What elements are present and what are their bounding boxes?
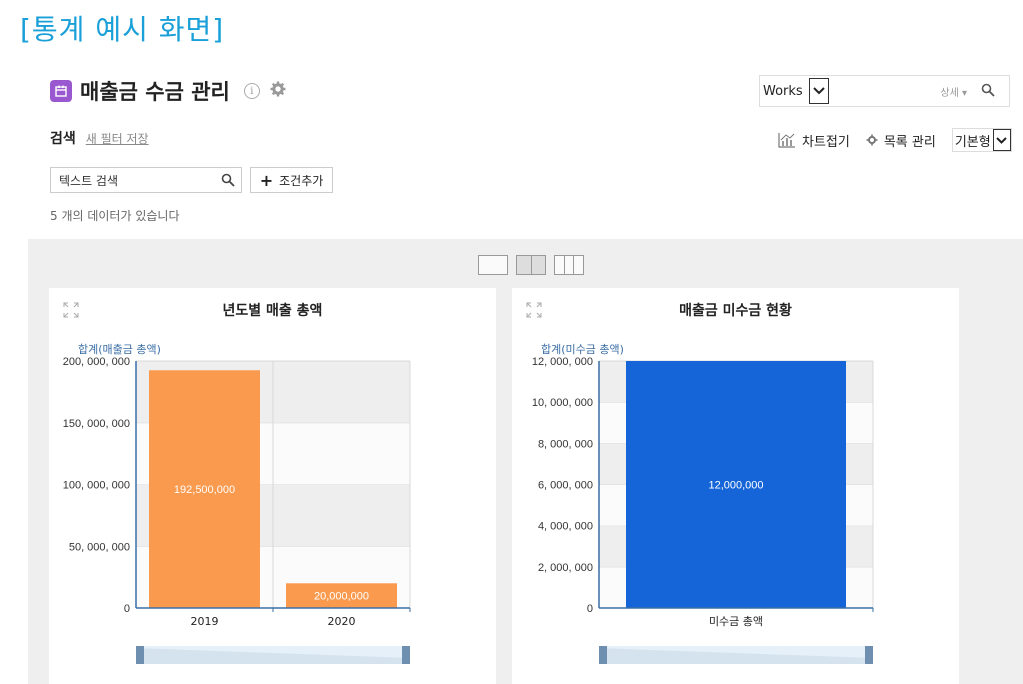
chart-collapse-label: 차트접기 xyxy=(802,134,850,150)
y-axis-label: 합계(매출금 총액) xyxy=(78,343,161,356)
chart-toolbar: 차트접기 목록 관리 기본형 xyxy=(778,128,1012,152)
bar[interactable] xyxy=(149,370,260,608)
bar[interactable] xyxy=(286,583,397,608)
calendar-icon xyxy=(50,80,72,102)
chart-card-yearly-sales: 년도별 매출 총액 0 50, 000, 000 100, 000, 000 150,… xyxy=(49,288,496,684)
add-condition-label: 조건추가 xyxy=(279,173,324,188)
chevron-down-icon[interactable] xyxy=(808,78,829,104)
expand-icon[interactable] xyxy=(526,302,542,318)
y-tick-label: 10, 000, 000 xyxy=(532,397,593,409)
search-header: 검색 새 필터 저장 xyxy=(50,128,149,148)
bar-chart-receivables: 0 2, 000, 000 4, 000, 000 6, 000, 000 8, 000… xyxy=(532,343,874,664)
zoom-preview xyxy=(136,648,410,664)
list-manage-label: 목록 관리 xyxy=(883,134,936,150)
layout-switcher xyxy=(478,255,584,275)
plus-icon: + xyxy=(259,170,274,190)
page-header: 매출금 수금 관리 i xyxy=(50,76,286,106)
gear-icon xyxy=(866,134,878,146)
search-icon[interactable] xyxy=(981,82,999,100)
chart-card-receivables: 매출금 미수금 현황 0 2, 000, 000 4, 000, 000 6, 000… xyxy=(512,288,959,684)
works-select-label: Works xyxy=(763,83,803,99)
view-mode-label: 기본형 xyxy=(954,134,991,150)
zoom-handle[interactable] xyxy=(136,646,144,664)
y-tick-label: 0 xyxy=(124,603,130,615)
bar-chart-yearly-sales: 0 50, 000, 000 100, 000, 000 150, 000, 000 2… xyxy=(63,343,411,664)
bar-value-label: 12,000,000 xyxy=(708,480,763,492)
x-tick-label: 미수금 총액 xyxy=(709,615,763,628)
layout-three-column-button[interactable] xyxy=(554,255,584,275)
y-tick-label: 8, 000, 000 xyxy=(538,438,593,450)
save-filter-link[interactable]: 새 필터 저장 xyxy=(85,132,149,146)
caption-text: [통계 예시 화면] xyxy=(20,13,225,46)
info-icon[interactable]: i xyxy=(243,83,260,99)
y-tick-label: 0 xyxy=(587,603,593,615)
result-count: 5 개의 데이터가 있습니다 xyxy=(50,209,180,223)
works-search-box: Works 상세 ▾ xyxy=(759,75,1010,107)
chart-icon xyxy=(778,133,795,148)
chevron-down-icon[interactable] xyxy=(992,129,1011,151)
bar[interactable] xyxy=(626,361,846,608)
y-tick-label: 6, 000, 000 xyxy=(538,480,593,492)
zoom-handle[interactable] xyxy=(599,646,607,664)
add-condition-button[interactable]: + 조건추가 xyxy=(250,167,333,193)
view-mode-select[interactable]: 기본형 xyxy=(951,128,1012,152)
y-tick-label: 4, 000, 000 xyxy=(538,521,593,533)
chart-title: 년도별 매출 총액 xyxy=(222,303,323,319)
text-search-placeholder: 텍스트 검색 xyxy=(59,173,119,188)
x-tick-label: 2019 xyxy=(191,615,219,628)
bar-value-label: 20,000,000 xyxy=(314,591,369,603)
y-tick-label: 200, 000, 000 xyxy=(63,356,130,368)
y-tick-label: 150, 000, 000 xyxy=(63,418,130,430)
zoom-handle[interactable] xyxy=(402,646,410,664)
works-select[interactable]: Works xyxy=(760,76,829,106)
zoom-handle[interactable] xyxy=(865,646,873,664)
page-title: 매출금 수금 관리 xyxy=(80,80,230,104)
layout-two-column-button[interactable] xyxy=(516,255,546,275)
chart-panel: 년도별 매출 총액 0 50, 000, 000 100, 000, 000 150,… xyxy=(28,239,1023,684)
chart-title: 매출금 미수금 현황 xyxy=(679,303,792,319)
x-tick-label: 2020 xyxy=(328,615,356,628)
y-tick-label: 100, 000, 000 xyxy=(63,480,130,492)
search-label: 검색 xyxy=(50,131,76,147)
y-axis-label: 합계(미수금 총액) xyxy=(541,343,624,356)
text-search-input[interactable]: 텍스트 검색 xyxy=(50,167,242,193)
detail-toggle[interactable]: 상세 ▾ xyxy=(940,87,967,99)
search-icon[interactable] xyxy=(221,173,235,187)
list-manage-button[interactable]: 목록 관리 xyxy=(866,131,936,150)
y-tick-label: 12, 000, 000 xyxy=(532,356,593,368)
expand-icon[interactable] xyxy=(63,302,79,318)
y-tick-label: 2, 000, 000 xyxy=(538,562,593,574)
layout-one-column-button[interactable] xyxy=(478,255,508,275)
zoom-preview xyxy=(599,648,873,664)
gear-icon[interactable] xyxy=(270,81,286,101)
y-tick-label: 50, 000, 000 xyxy=(69,541,130,553)
chart-collapse-button[interactable]: 차트접기 xyxy=(778,131,850,150)
bar-value-label: 192,500,000 xyxy=(174,484,235,496)
